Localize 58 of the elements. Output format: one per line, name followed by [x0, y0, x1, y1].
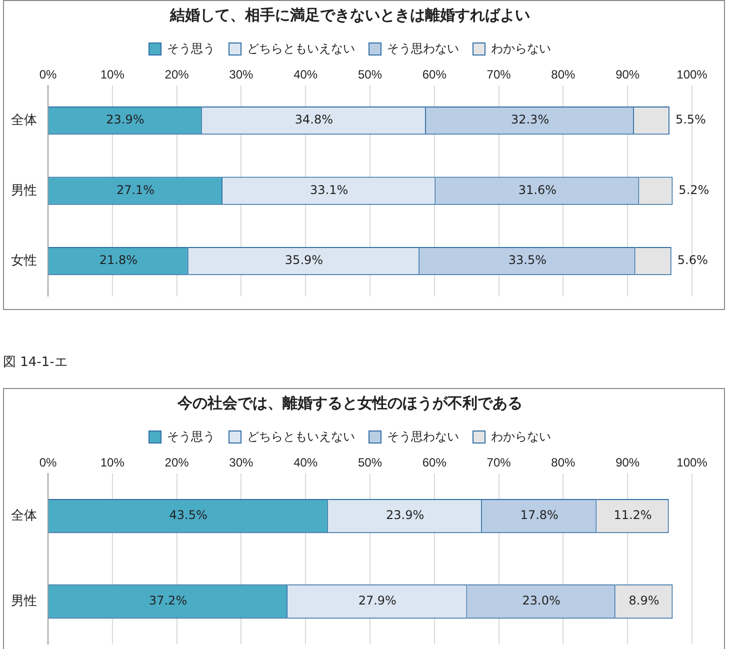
x-tick-label: 30% [229, 68, 254, 82]
y-tick-label: 女性 [11, 252, 37, 268]
data-label: 21.8% [99, 253, 138, 268]
x-tick-label: 20% [164, 68, 190, 82]
legend-label: そう思う [167, 41, 215, 56]
data-label: 43.5% [169, 508, 208, 522]
y-tick-label: 全体 [11, 112, 37, 128]
x-tick-label: 60% [422, 456, 447, 470]
data-label: 23.9% [386, 508, 424, 522]
x-tick-label: 40% [294, 68, 318, 82]
data-label: 23.9% [106, 112, 144, 127]
x-tick-label: 70% [486, 456, 512, 470]
data-label: 8.9% [628, 594, 660, 608]
data-label: 27.1% [116, 182, 155, 197]
x-tick-label: 50% [358, 68, 382, 82]
data-label: 11.2% [614, 508, 652, 522]
x-tick-label: 10% [100, 68, 125, 82]
data-label: 5.6% [677, 253, 708, 268]
chart-title: 今の社会では、離婚すると女性のほうが不利である [176, 395, 522, 412]
legend-label: どちらともいえない [247, 429, 355, 444]
y-tick-label: 全体 [11, 508, 37, 523]
x-tick-label: 60% [422, 68, 447, 82]
x-tick-label: 80% [551, 456, 576, 470]
data-label: 23.0% [522, 594, 560, 608]
x-tick-label: 50% [358, 456, 382, 470]
x-tick-label: 80% [551, 68, 576, 82]
data-label: 5.5% [675, 112, 706, 127]
caption: 図 14-1-エ [3, 354, 68, 371]
legend-label: わからない [491, 429, 551, 444]
data-label: 37.2% [148, 594, 188, 608]
y-tick-label: 男性 [11, 182, 37, 198]
x-tick-label: 0% [39, 456, 57, 470]
x-tick-label: 20% [164, 456, 190, 470]
data-label: 35.9% [284, 253, 324, 268]
chart-title: 結婚して、相手に満足できないときは離婚すればよい [169, 7, 530, 24]
x-tick-label: 0% [39, 68, 57, 82]
data-label: 27.9% [358, 594, 396, 608]
legend-label: そう思う [167, 429, 215, 444]
x-tick-label: 40% [294, 456, 318, 470]
x-tick-label: 90% [616, 68, 640, 82]
x-tick-label: 100% [676, 456, 708, 470]
data-label: 5.2% [678, 182, 710, 197]
data-label: 17.8% [520, 508, 558, 522]
data-label: 32.3% [510, 112, 550, 127]
data-label: 31.6% [518, 182, 557, 197]
legend-label: どちらともいえない [247, 41, 355, 56]
legend-label: そう思わない [387, 429, 459, 444]
x-tick-label: 10% [100, 456, 125, 470]
x-tick-label: 30% [229, 456, 254, 470]
legend-label: そう思わない [387, 41, 459, 56]
data-label: 33.5% [508, 253, 547, 268]
data-label: 34.8% [294, 112, 334, 127]
x-tick-label: 70% [486, 68, 512, 82]
y-tick-label: 男性 [11, 593, 37, 608]
x-tick-label: 90% [616, 456, 640, 470]
legend-label: わからない [491, 41, 551, 56]
data-label: 33.1% [310, 182, 348, 197]
x-tick-label: 100% [676, 68, 708, 82]
